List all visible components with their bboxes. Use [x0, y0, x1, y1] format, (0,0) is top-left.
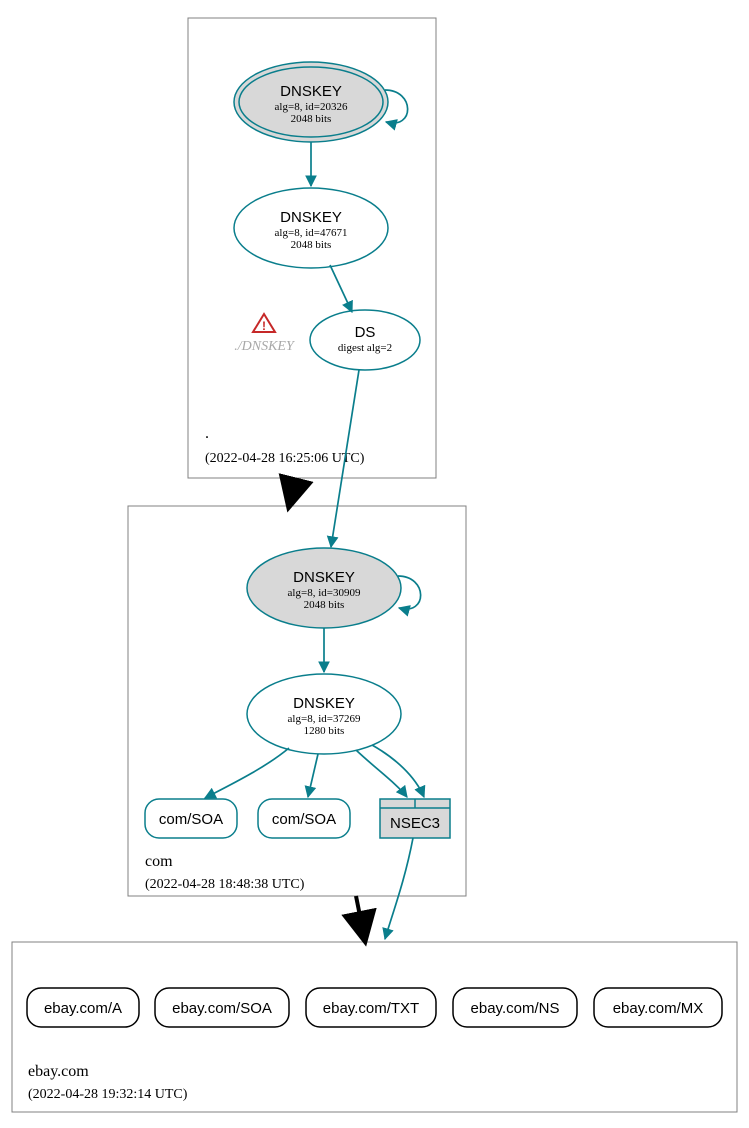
- zone-com-label: com: [145, 853, 173, 870]
- svg-text:NSEC3: NSEC3: [390, 815, 440, 832]
- svg-text:ebay.com/SOA: ebay.com/SOA: [172, 1000, 272, 1017]
- warning-icon: !: [253, 314, 275, 333]
- svg-text:digest alg=2: digest alg=2: [338, 342, 392, 354]
- svg-text:!: !: [262, 319, 266, 333]
- edge-comzsk-soa1: [205, 748, 289, 798]
- node-com-nsec3: NSEC3: [380, 799, 450, 838]
- node-com-soa-2: com/SOA: [258, 799, 350, 838]
- svg-text:DNSKEY: DNSKEY: [293, 695, 355, 712]
- edge-com-to-ebay-zone: [356, 896, 364, 936]
- svg-text:alg=8, id=20326: alg=8, id=20326: [275, 101, 348, 113]
- edge-root-ksk-self: [385, 90, 408, 123]
- svg-text:com/SOA: com/SOA: [159, 811, 223, 828]
- edge-com-ksk-self: [398, 576, 421, 609]
- svg-text:ebay.com/TXT: ebay.com/TXT: [323, 1000, 419, 1017]
- svg-text:alg=8, id=37269: alg=8, id=37269: [288, 713, 361, 725]
- zone-root-timestamp: (2022-04-28 16:25:06 UTC): [205, 451, 365, 466]
- node-com-zsk: DNSKEY alg=8, id=37269 1280 bits: [247, 674, 401, 754]
- node-ebay-ns: ebay.com/NS: [453, 988, 577, 1027]
- svg-text:./DNSKEY: ./DNSKEY: [234, 339, 296, 354]
- edge-comzsk-soa2: [308, 754, 318, 797]
- svg-text:ebay.com/A: ebay.com/A: [44, 1000, 122, 1017]
- node-ebay-soa: ebay.com/SOA: [155, 988, 289, 1027]
- edge-nsec3-ebay: [385, 838, 413, 939]
- svg-text:DS: DS: [355, 324, 376, 341]
- node-root-missing-dnskey: ! ./DNSKEY: [234, 314, 296, 354]
- node-ebay-txt: ebay.com/TXT: [306, 988, 436, 1027]
- node-com-ksk: DNSKEY alg=8, id=30909 2048 bits: [247, 548, 401, 628]
- svg-text:DNSKEY: DNSKEY: [293, 569, 355, 586]
- svg-text:DNSKEY: DNSKEY: [280, 83, 342, 100]
- zone-com-timestamp: (2022-04-28 18:48:38 UTC): [145, 877, 305, 892]
- node-root-ds: DS digest alg=2: [310, 310, 420, 370]
- svg-text:2048 bits: 2048 bits: [304, 599, 345, 611]
- edge-comzsk-nsec3-1: [356, 750, 407, 797]
- svg-text:2048 bits: 2048 bits: [291, 113, 332, 125]
- zone-root-label: .: [205, 425, 209, 442]
- node-root-zsk: DNSKEY alg=8, id=47671 2048 bits: [234, 188, 388, 268]
- svg-text:ebay.com/NS: ebay.com/NS: [471, 1000, 560, 1017]
- svg-text:DNSKEY: DNSKEY: [280, 209, 342, 226]
- zone-ebay-timestamp: (2022-04-28 19:32:14 UTC): [28, 1087, 188, 1102]
- node-ebay-mx: ebay.com/MX: [594, 988, 722, 1027]
- node-root-ksk: DNSKEY alg=8, id=20326 2048 bits: [234, 62, 388, 142]
- zone-ebay-label: ebay.com: [28, 1063, 89, 1080]
- edge-root-zsk-ds: [330, 265, 352, 312]
- node-ebay-a: ebay.com/A: [27, 988, 139, 1027]
- svg-text:com/SOA: com/SOA: [272, 811, 336, 828]
- edge-root-to-com-zone: [290, 478, 296, 502]
- svg-text:alg=8, id=30909: alg=8, id=30909: [288, 587, 361, 599]
- svg-text:1280 bits: 1280 bits: [304, 725, 345, 737]
- svg-text:ebay.com/MX: ebay.com/MX: [613, 1000, 704, 1017]
- node-com-soa-1: com/SOA: [145, 799, 237, 838]
- svg-text:2048 bits: 2048 bits: [291, 239, 332, 251]
- svg-text:alg=8, id=47671: alg=8, id=47671: [275, 227, 348, 239]
